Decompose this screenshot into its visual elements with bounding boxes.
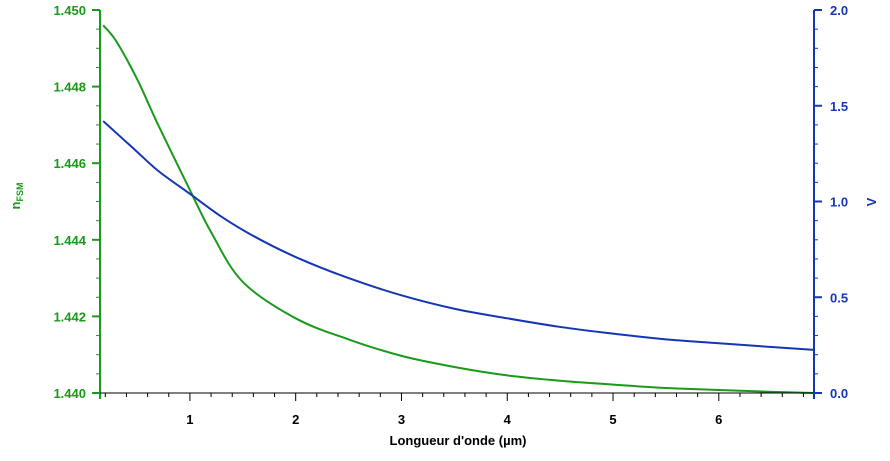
left-tick-label: 1.444 (53, 233, 86, 248)
right-axis-title: V (864, 197, 879, 206)
right-tick-label: 1.5 (830, 99, 848, 114)
x-tick-label: 4 (504, 412, 512, 427)
x-tick-label: 3 (398, 412, 405, 427)
left-tick-label: 1.442 (53, 309, 86, 324)
axes-layer: 1.440 1.442 1.444 1.446 1.448 1.450 0.0 0.5 1.0 1… (53, 3, 848, 427)
left-axis-title-sub: FSM (15, 183, 25, 202)
right-tick-label: 2.0 (830, 3, 848, 18)
left-axis-title-main: n (8, 201, 23, 209)
right-tick-label: 1.0 (830, 195, 848, 210)
x-axis-title: Longueur d'onde (µm) (390, 433, 527, 448)
right-tick-label: 0.0 (830, 386, 848, 401)
nfsm-series-line (102, 24, 815, 394)
left-tick-label: 1.446 (53, 156, 86, 171)
x-tick-label: 2 (292, 412, 299, 427)
svg-text:V: V (864, 197, 879, 206)
left-tick-label: 1.440 (53, 386, 86, 401)
x-tick-label: 5 (609, 412, 616, 427)
left-tick-label: 1.448 (53, 80, 86, 95)
left-axis-title: nFSM (8, 183, 25, 210)
x-tick-label: 1 (186, 412, 193, 427)
v-series-line (102, 120, 815, 351)
left-tick-label: 1.450 (53, 3, 86, 18)
right-tick-label: 0.5 (830, 290, 848, 305)
series-layer (102, 24, 815, 394)
x-tick-label: 6 (715, 412, 722, 427)
svg-text:nFSM: nFSM (8, 183, 25, 210)
